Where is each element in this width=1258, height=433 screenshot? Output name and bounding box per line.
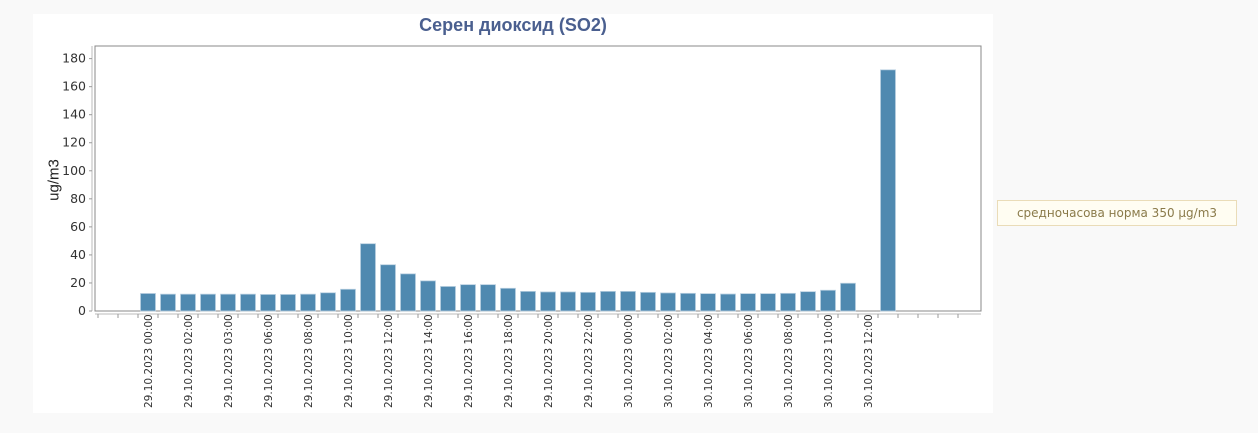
bar <box>280 294 296 312</box>
x-tick-label: 29.10.2023 16:00 <box>463 314 475 408</box>
y-tick-label: 100 <box>62 163 86 178</box>
bar <box>720 293 736 312</box>
x-tick-label: 30.10.2023 06:00 <box>743 314 755 408</box>
bar <box>880 69 896 312</box>
bar <box>680 292 696 312</box>
y-tick-label: 120 <box>62 135 86 150</box>
bar <box>760 293 776 312</box>
y-tick-label: 20 <box>70 275 86 290</box>
x-tick-label: 30.10.2023 02:00 <box>663 314 675 408</box>
bar <box>460 284 476 312</box>
bar <box>200 293 216 312</box>
bar <box>420 280 436 312</box>
bar <box>820 289 836 312</box>
bar <box>360 243 376 312</box>
bar <box>220 293 236 312</box>
bar <box>700 293 716 312</box>
bar <box>740 293 756 312</box>
x-tick-label: 29.10.2023 20:00 <box>543 314 555 408</box>
bar <box>160 293 176 312</box>
bar <box>140 293 156 312</box>
x-tick-label: 29.10.2023 08:00 <box>303 314 315 408</box>
bar <box>180 293 196 312</box>
y-tick-label: 180 <box>62 51 86 66</box>
chart-title: Серен диоксид (SO2) <box>419 15 607 35</box>
bar <box>240 293 256 312</box>
bar <box>640 291 656 312</box>
y-tick-label: 80 <box>70 191 86 206</box>
bar <box>340 288 356 312</box>
x-tick-label: 30.10.2023 10:00 <box>823 314 835 408</box>
plot-area <box>94 45 982 312</box>
bar <box>380 264 396 312</box>
bar <box>800 291 816 312</box>
bar <box>300 293 316 312</box>
x-tick-label: 29.10.2023 18:00 <box>503 314 515 408</box>
bar <box>600 290 616 312</box>
x-tick-label: 29.10.2023 00:00 <box>143 314 155 408</box>
bar <box>520 290 536 312</box>
y-tick-label: 60 <box>70 219 86 234</box>
x-tick-label: 30.10.2023 00:00 <box>623 314 635 408</box>
bar <box>400 273 416 312</box>
x-tick-label: 29.10.2023 22:00 <box>583 314 595 408</box>
bar <box>440 286 456 312</box>
x-tick-label: 29.10.2023 10:00 <box>343 314 355 408</box>
bar <box>840 282 856 312</box>
x-tick-label: 30.10.2023 04:00 <box>703 314 715 408</box>
bar <box>780 292 796 312</box>
bar <box>660 292 676 312</box>
x-tick-label: 30.10.2023 08:00 <box>783 314 795 408</box>
y-tick-label: 140 <box>62 107 86 122</box>
x-tick-label: 29.10.2023 03:00 <box>223 314 235 408</box>
x-tick-label: 29.10.2023 12:00 <box>383 314 395 408</box>
x-tick-label: 29.10.2023 02:00 <box>183 314 195 408</box>
y-tick-label: 160 <box>62 79 86 94</box>
bar <box>540 291 556 312</box>
x-tick-label: 29.10.2023 06:00 <box>263 314 275 408</box>
bar <box>580 291 596 312</box>
bar <box>320 292 336 312</box>
bar <box>560 291 576 312</box>
bar <box>480 284 496 312</box>
bar <box>500 287 516 312</box>
bar <box>620 290 636 312</box>
limit-note: средночасова норма 350 µg/m3 <box>997 200 1237 226</box>
y-tick-label: 40 <box>70 247 86 262</box>
bar <box>260 294 276 312</box>
x-tick-label: 29.10.2023 14:00 <box>423 314 435 408</box>
y-tick-label: 0 <box>78 303 86 318</box>
x-tick-label: 30.10.2023 12:00 <box>863 314 875 408</box>
